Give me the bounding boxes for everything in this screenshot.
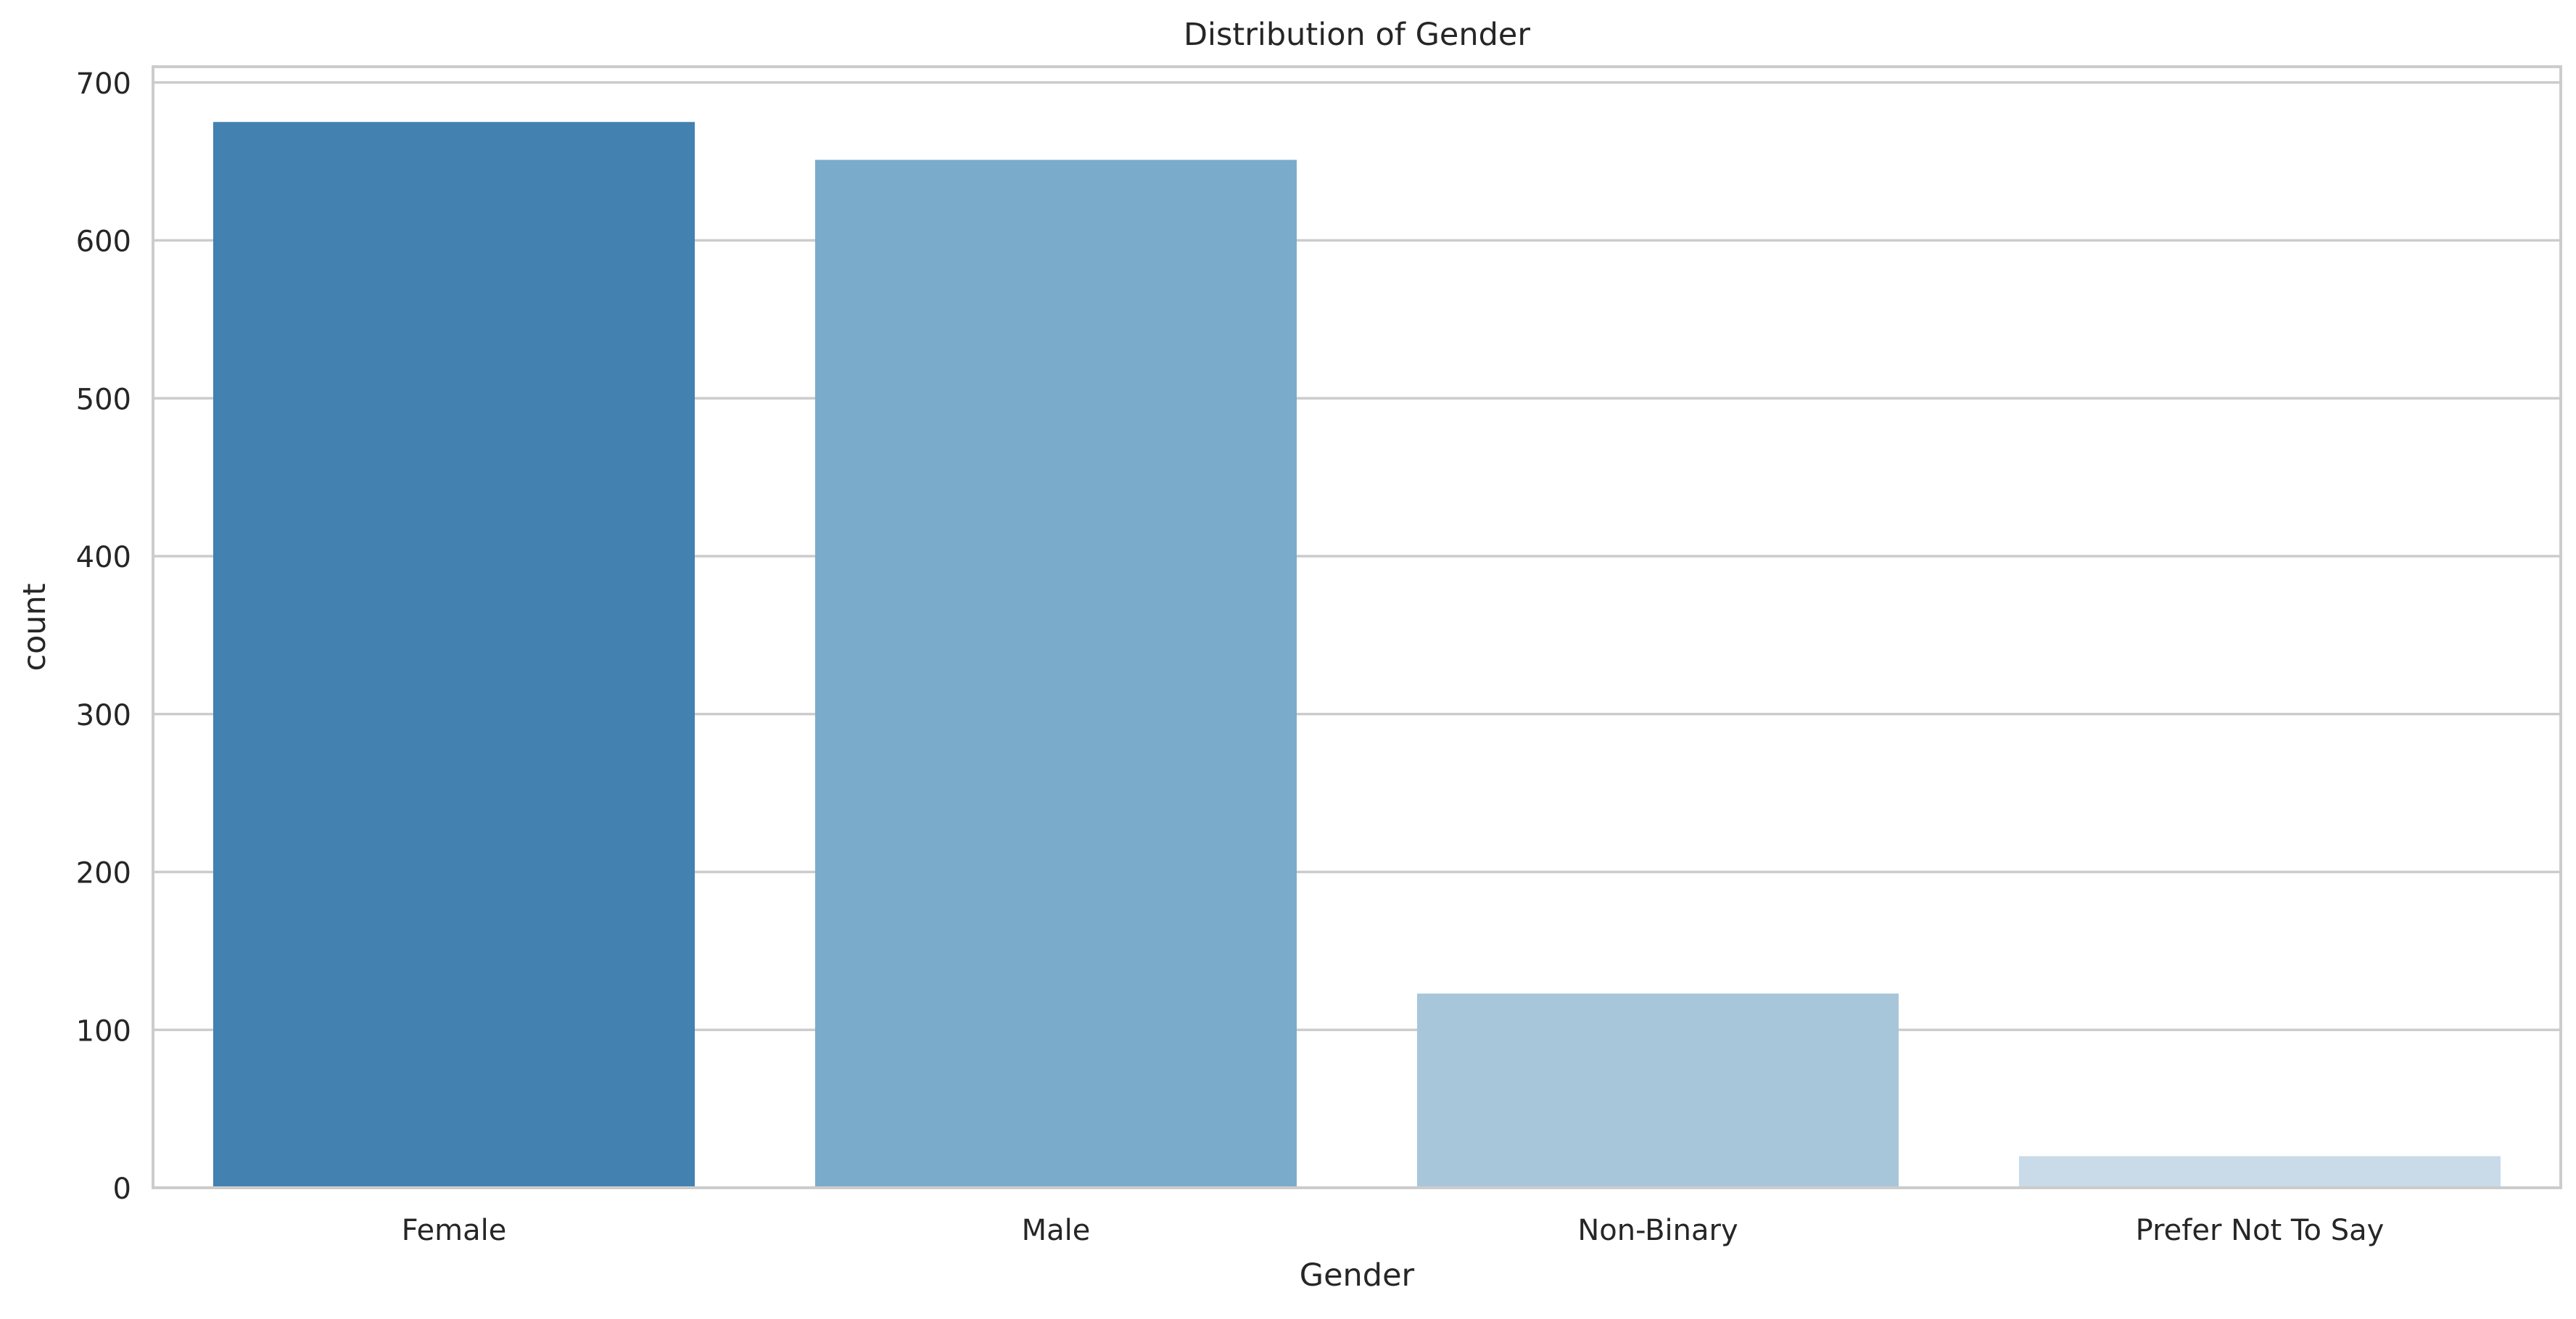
y-tick-label-700: 700 [76, 67, 131, 101]
y-tick-labels: 0 100 200 300 400 500 600 700 [76, 67, 131, 1206]
bars [213, 122, 2501, 1188]
x-tick-label-non-binary: Non-Binary [1577, 1214, 1738, 1247]
bar-prefer-not-to-say [2019, 1156, 2501, 1188]
x-tick-label-male: Male [1022, 1214, 1091, 1247]
y-tick-label-600: 600 [76, 226, 131, 259]
x-tick-label-prefer-not-to-say: Prefer Not To Say [2136, 1214, 2385, 1247]
x-axis-label: Gender [1300, 1257, 1415, 1294]
y-tick-label-500: 500 [76, 383, 131, 416]
y-tick-label-400: 400 [76, 541, 131, 574]
plot-frame [152, 65, 2562, 1189]
y-axis-label: count [17, 583, 53, 671]
y-tick-label-0: 0 [113, 1173, 131, 1206]
chart-title: Distribution of Gender [1184, 17, 1530, 53]
bar-non-binary [1417, 993, 1899, 1188]
y-tick-label-100: 100 [76, 1014, 131, 1048]
bar-male [815, 160, 1297, 1188]
y-tick-label-300: 300 [76, 699, 131, 732]
x-tick-label-female: Female [402, 1214, 507, 1247]
bar-female [213, 122, 695, 1188]
y-tick-label-200: 200 [76, 857, 131, 890]
x-tick-labels: Female Male Non-Binary Prefer Not To Say [402, 1214, 2385, 1247]
